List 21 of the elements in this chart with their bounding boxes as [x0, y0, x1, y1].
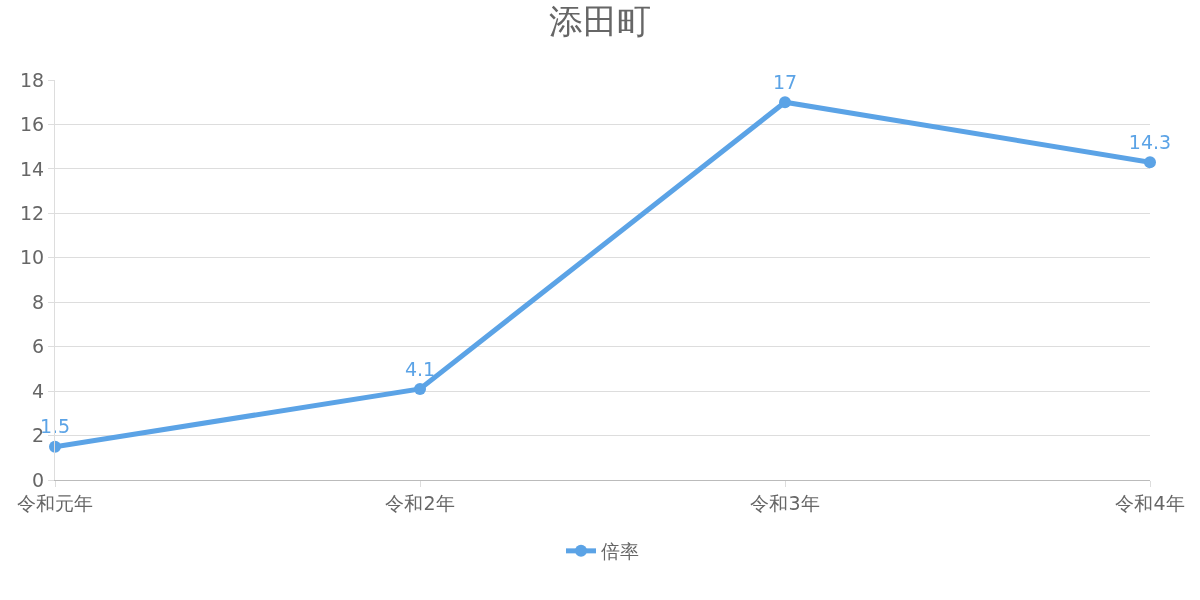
y-tick-label: 10 — [20, 246, 45, 269]
data-label: 14.3 — [1128, 130, 1172, 153]
x-tick-label: 令和3年 — [750, 491, 820, 514]
y-tick-label: 18 — [20, 68, 45, 91]
point — [414, 382, 426, 395]
x-tick-label: 令和元年 — [17, 491, 93, 514]
point — [779, 96, 791, 109]
legend-label: 倍率 — [601, 540, 639, 563]
y-tick-label: 0 — [32, 468, 45, 491]
y-tick-label: 12 — [20, 201, 45, 224]
data-label: 17 — [772, 70, 798, 93]
data-label: 4.1 — [404, 357, 436, 380]
y-tick-label: 16 — [20, 113, 45, 136]
x-tick-label: 令和4年 — [1115, 491, 1185, 514]
point — [1144, 156, 1156, 169]
y-tick-label: 8 — [32, 290, 45, 313]
y-tick-label: 4 — [32, 379, 45, 402]
chart-title: 添田町 — [549, 0, 651, 41]
x-tick-label: 令和2年 — [385, 491, 455, 514]
y-tick-label: 6 — [32, 335, 45, 358]
y-tick-label: 14 — [20, 157, 45, 180]
